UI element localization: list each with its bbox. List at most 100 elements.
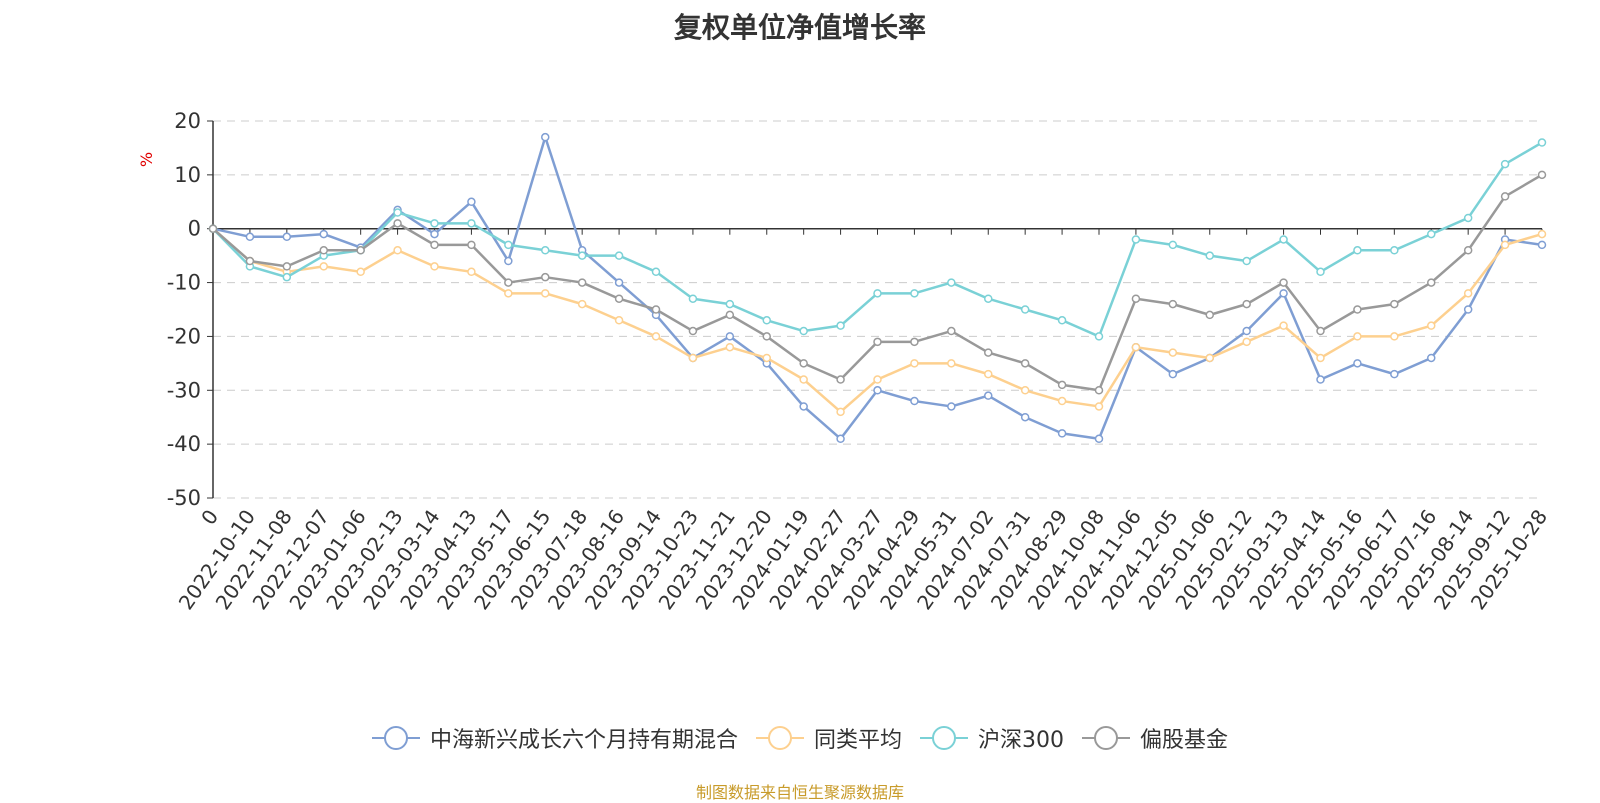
legend-item[interactable]: 偏股基金 [1082,722,1228,754]
data-point [873,337,882,347]
data-point [984,369,993,379]
legend-symbol-icon [1082,726,1130,750]
data-point [1353,305,1362,314]
data-point [393,246,402,255]
data-point [467,267,476,277]
data-point [1279,235,1288,244]
data-point [1205,251,1214,260]
data-point [1094,434,1104,444]
data-point [1316,353,1325,363]
legend-item[interactable]: 沪深300 [920,722,1064,754]
data-point [1316,267,1325,277]
data-point [1279,289,1288,298]
data-point [541,272,550,282]
data-point [947,402,956,411]
data-point [393,208,402,217]
data-point [1242,326,1251,336]
data-point [725,310,735,320]
y-tick-label: 10 [174,163,201,187]
data-point [1020,359,1030,368]
data-point [1131,235,1141,244]
data-point [282,262,292,271]
data-point [1463,246,1473,255]
legend-label: 中海新兴成长六个月持有期混合 [429,728,738,753]
data-point [651,267,661,277]
data-point [688,294,698,303]
data-point [208,224,218,233]
legend-symbol-icon [755,726,804,750]
data-point [836,434,845,444]
data-point [319,246,328,255]
y-tick-label: -10 [167,271,201,295]
y-tick-label: 20 [174,109,201,133]
data-point [1131,342,1141,352]
data-point [1205,310,1214,320]
data-point [1427,353,1436,363]
series-3 [208,170,1547,395]
legend-label: 沪深300 [978,728,1064,753]
data-point [1353,332,1362,341]
data-point [1094,332,1104,341]
data-point [836,407,845,417]
legend-item[interactable]: 同类平均 [755,722,902,754]
data-point [873,386,882,395]
data-point [1390,332,1399,341]
data-point [1500,240,1510,250]
data-point [910,337,919,347]
data-point [282,272,292,282]
data-point [947,278,956,287]
data-point [725,299,735,309]
data-point [1427,278,1436,287]
data-point [651,332,661,341]
x-tick-label: 0 [196,505,223,529]
data-point [1537,170,1547,180]
data-point [688,353,698,363]
data-point [1057,396,1067,406]
data-point [1168,299,1178,309]
data-point [467,240,476,250]
data-point [319,262,328,271]
data-point [799,326,808,336]
data-point [1094,386,1104,395]
data-point [984,294,993,303]
data-point [1094,402,1104,411]
data-point [725,342,735,352]
data-point [1242,299,1251,309]
data-point [1057,380,1067,390]
series-layer [208,132,1547,444]
data-point [1057,316,1067,325]
data-point [504,256,513,266]
legend-item[interactable]: 中海新兴成长六个月持有期混合 [371,722,738,754]
legend-label: 同类平均 [813,728,902,753]
data-point [947,326,956,336]
data-point [467,197,476,207]
data-point [1020,386,1030,395]
data-point [541,132,550,142]
data-point [504,278,513,287]
data-point [910,289,919,298]
data-point [1168,240,1178,250]
y-axis-unit: % [137,151,157,168]
data-point [688,326,698,336]
data-point [245,256,255,266]
y-tick-label: -40 [167,432,201,456]
data-source: 制图数据来自恒生聚源数据库 [695,783,904,802]
data-point [577,278,587,287]
axis-layer: 20 10 0 -10 -20 -30 -40 -50 [167,109,1543,510]
data-point [1463,289,1473,298]
data-point [836,375,845,384]
data-point [1500,159,1510,169]
data-point [614,316,624,325]
data-point [614,278,624,287]
data-point [1537,229,1547,239]
data-point [1316,375,1325,384]
data-point [1500,192,1510,201]
data-point [1537,138,1547,147]
data-point [1279,278,1288,287]
data-point [1020,412,1030,422]
data-point [614,294,624,303]
data-point [356,246,365,255]
data-point [430,262,439,271]
data-point [873,289,882,298]
